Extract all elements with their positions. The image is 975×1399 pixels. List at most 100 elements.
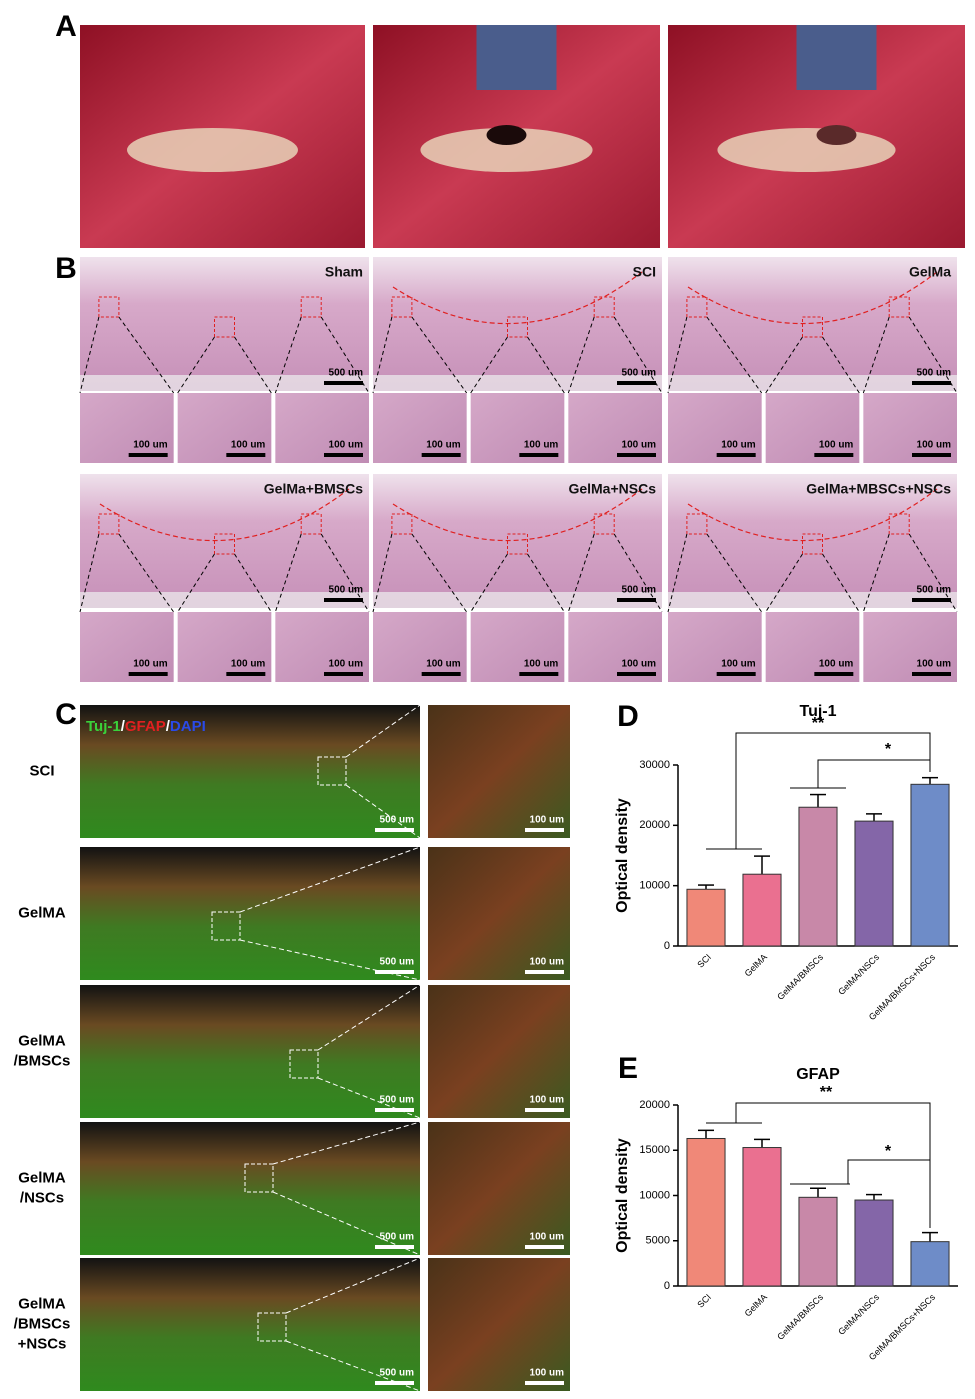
zoom-line (320, 533, 370, 613)
he-zoom (373, 612, 467, 682)
lesion-outline (687, 488, 938, 542)
panel-letter: C (55, 698, 77, 731)
lesion-outline (392, 488, 643, 542)
zoom-box (507, 533, 528, 555)
zoom-box (686, 296, 708, 318)
he-zoom (863, 612, 957, 682)
background (80, 592, 369, 608)
zoom-line (822, 553, 860, 613)
scale-label: 100 um (530, 1368, 565, 1379)
fluorescence-zoom (428, 1122, 570, 1255)
y-tick-label: 10000 (639, 1189, 670, 1201)
scale-label: 100 um (231, 440, 266, 451)
fluorescence-image (80, 985, 420, 1118)
fluorescence-zoom (428, 1258, 570, 1391)
x-tick-label: SCI (695, 952, 713, 970)
he-zoom (177, 612, 272, 682)
zoom-box (593, 513, 615, 535)
zoom-box (888, 296, 910, 318)
zoom-line (79, 316, 100, 394)
zoom-line (272, 1121, 421, 1165)
group-label: GelMa+MBSCs+NSCs (806, 481, 951, 497)
he-zoom (275, 393, 369, 463)
scale-label: 500 um (380, 1232, 415, 1243)
zoom-line (372, 533, 393, 613)
scale-label: 100 um (622, 440, 657, 451)
zoom-line (118, 316, 175, 394)
fluorescence-image (80, 847, 420, 980)
scale-label: 100 um (819, 440, 854, 451)
scale-label: 100 um (329, 440, 364, 451)
group-label: Sham (325, 264, 363, 280)
probe (796, 25, 877, 90)
row-label-line: /NSCs (20, 1189, 64, 1206)
zoom-line (118, 533, 175, 613)
bar (910, 783, 950, 947)
zoom-line (285, 1257, 421, 1314)
he-zoom (863, 393, 957, 463)
he-zoom (275, 612, 369, 682)
scale-label: 100 um (819, 659, 854, 670)
scale-label: 500 um (380, 1095, 415, 1106)
he-zoom (765, 612, 860, 682)
lesion (816, 125, 857, 145)
zoom-box (289, 1049, 319, 1079)
zoom-box (391, 296, 413, 318)
scale-label: 500 um (380, 1368, 415, 1379)
spinal-cord (420, 128, 593, 172)
scale-label: 100 um (426, 440, 461, 451)
lesion-outline (687, 271, 938, 325)
scale-label: 500 um (380, 815, 415, 826)
he-zoom (668, 612, 762, 682)
y-tick-label: 5000 (646, 1235, 670, 1247)
bar (910, 1241, 950, 1287)
significance-bracket (847, 1159, 931, 1228)
background (668, 592, 957, 608)
stain-name: / (166, 718, 171, 735)
stain-legend: Tuj-1/GFAP/DAPI (86, 718, 206, 735)
fluorescence-zoom (428, 847, 570, 980)
background (373, 592, 662, 608)
significance-label: ** (820, 1084, 833, 1101)
he-zoom (470, 393, 565, 463)
bar (686, 888, 726, 947)
x-tick-label: GelMA (743, 1292, 770, 1319)
background (668, 375, 957, 391)
scale-label: 100 um (721, 659, 756, 670)
significance-label: * (885, 1143, 892, 1160)
y-tick-label: 20000 (639, 819, 670, 831)
zoom-line (411, 533, 468, 613)
row-label-line: GelMA (18, 1169, 66, 1186)
scale-label: 100 um (530, 1232, 565, 1243)
stain-name: Tuj-1 (86, 718, 121, 735)
scale-label: 100 um (524, 440, 559, 451)
zoom-line (272, 1191, 421, 1256)
he-section (373, 257, 662, 391)
zoom-box (211, 911, 241, 941)
row-label-line: /BMSCs (14, 1315, 71, 1332)
he-zoom (668, 393, 762, 463)
zoom-line (274, 316, 302, 394)
row-label-line: GelMA (18, 1032, 66, 1049)
scale-label: 500 um (380, 957, 415, 968)
y-axis-label: Optical density (614, 798, 631, 913)
zoom-box (802, 533, 823, 555)
scale-label: 100 um (530, 1095, 565, 1106)
zoom-line (317, 984, 421, 1051)
y-tick-label: 0 (664, 940, 670, 952)
zoom-box (802, 316, 823, 338)
scale-label: 100 um (133, 440, 168, 451)
y-tick-label: 15000 (639, 1144, 670, 1156)
group-label: GelMa (909, 264, 951, 280)
scale-label: 500 um (622, 585, 657, 596)
scale-label: 100 um (231, 659, 266, 670)
panel-letter: E (618, 1052, 638, 1085)
zoom-line (706, 533, 763, 613)
zoom-line (177, 553, 215, 613)
zoom-box (507, 316, 528, 338)
he-zoom (765, 393, 860, 463)
x-tick-label: SCI (695, 1292, 713, 1310)
scale-label: 100 um (917, 440, 952, 451)
stain-name: / (121, 718, 126, 735)
significance-label: ** (812, 715, 825, 732)
